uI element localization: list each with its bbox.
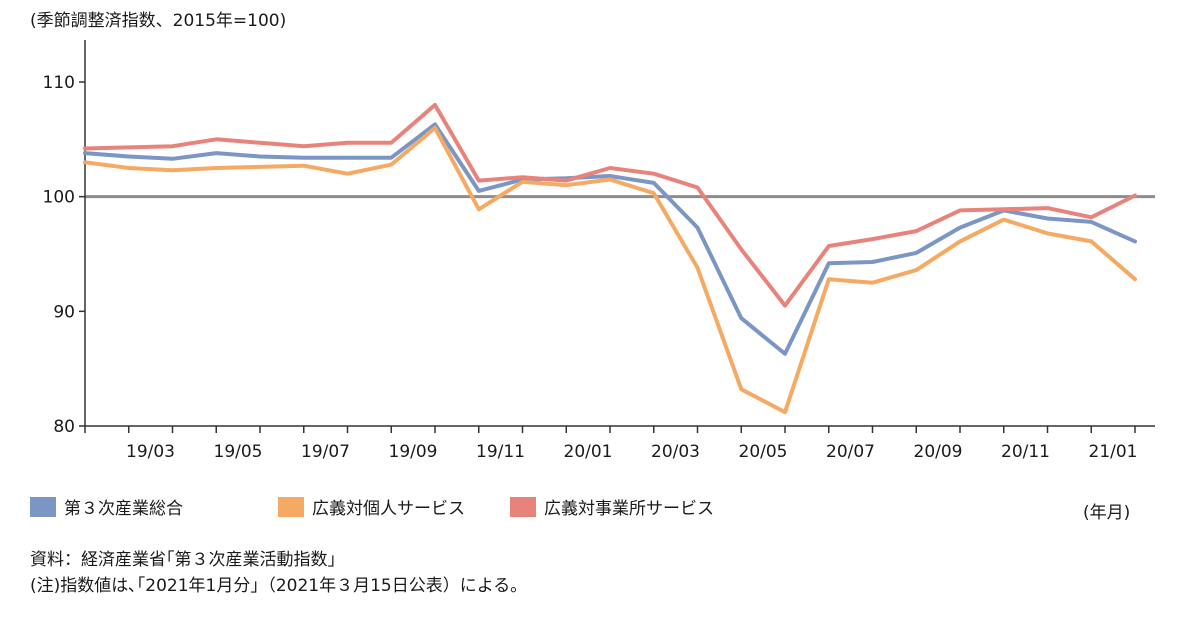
x-tick-label-20/01: 20/01 bbox=[564, 442, 613, 462]
legend-label-personal: 広義対個人サービス bbox=[312, 499, 465, 519]
y-tick-label-90: 90 bbox=[53, 302, 75, 322]
chart-canvas: 80 90 100 110 19/03 19/05 19/07 19/09 19/11 20/01… bbox=[43, 40, 1155, 462]
legend-label-business: 広義対事業所サービス bbox=[544, 499, 714, 519]
x-tick-label-19/09: 19/09 bbox=[389, 442, 438, 462]
legend-swatch-business bbox=[510, 496, 536, 517]
y-tick-label-110: 110 bbox=[43, 73, 75, 93]
legend: 第３次産業総合 広義対個人サービス 広義対事業所サービス bbox=[0, 494, 1200, 524]
legend-item-business: 広義対事業所サービス bbox=[510, 494, 714, 519]
x-tick-label-19/05: 19/05 bbox=[214, 442, 263, 462]
y-axis-unit-label: (季節調整済指数、2015年=100) bbox=[30, 11, 287, 31]
legend-swatch-personal bbox=[278, 496, 304, 517]
x-tick-label-19/07: 19/07 bbox=[301, 442, 350, 462]
y-tick-label-80: 80 bbox=[53, 417, 75, 437]
x-tick-label-21/01: 21/01 bbox=[1089, 442, 1138, 462]
legend-label-total: 第３次産業総合 bbox=[64, 499, 183, 519]
series-line-2 bbox=[83, 102, 1137, 308]
x-tick-label-20/11: 20/11 bbox=[1001, 442, 1050, 462]
x-tick-label-20/05: 20/05 bbox=[739, 442, 788, 462]
x-tick-label-19/11: 19/11 bbox=[476, 442, 525, 462]
legend-swatch-total bbox=[30, 496, 56, 517]
legend-item-total: 第３次産業総合 bbox=[30, 494, 183, 519]
x-tick-label-20/07: 20/07 bbox=[826, 442, 875, 462]
legend-item-personal: 広義対個人サービス bbox=[278, 494, 465, 519]
x-tick-label-19/03: 19/03 bbox=[126, 442, 175, 462]
x-tick-label-20/09: 20/09 bbox=[914, 442, 963, 462]
series-line-1 bbox=[83, 125, 1137, 415]
x-tick-label-20/03: 20/03 bbox=[651, 442, 700, 462]
x-axis-unit-label: (年月) bbox=[1083, 503, 1131, 523]
y-tick-label-100: 100 bbox=[43, 188, 75, 208]
series-line-0 bbox=[83, 122, 1137, 356]
notes: 資料：経済産業省｢第３次産業活動指数｣ (注)指数値は､｢2021年1月分｣（2… bbox=[30, 547, 519, 599]
source-note: 資料：経済産業省｢第３次産業活動指数｣ bbox=[30, 550, 336, 570]
footnote: (注)指数値は､｢2021年1月分｣（2021年３月15日公表）による｡ bbox=[30, 576, 519, 596]
